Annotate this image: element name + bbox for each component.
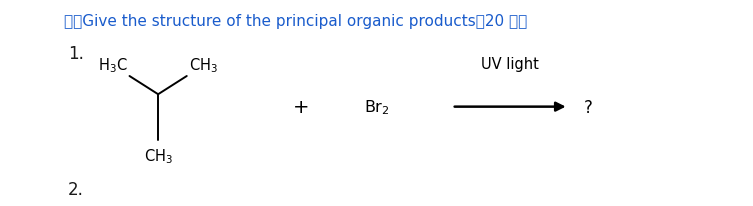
Text: CH$_3$: CH$_3$ xyxy=(189,56,218,75)
Text: CH$_3$: CH$_3$ xyxy=(144,146,172,165)
Text: 三、Give the structure of the principal organic products（20 分）: 三、Give the structure of the principal or… xyxy=(64,14,527,29)
Text: +: + xyxy=(293,98,309,117)
Text: Br$_2$: Br$_2$ xyxy=(364,98,389,116)
Text: UV light: UV light xyxy=(481,57,538,72)
Text: 1.: 1. xyxy=(68,45,84,62)
Text: H$_3$C: H$_3$C xyxy=(98,56,127,75)
Text: 2.: 2. xyxy=(68,181,84,198)
Text: ?: ? xyxy=(584,98,593,116)
